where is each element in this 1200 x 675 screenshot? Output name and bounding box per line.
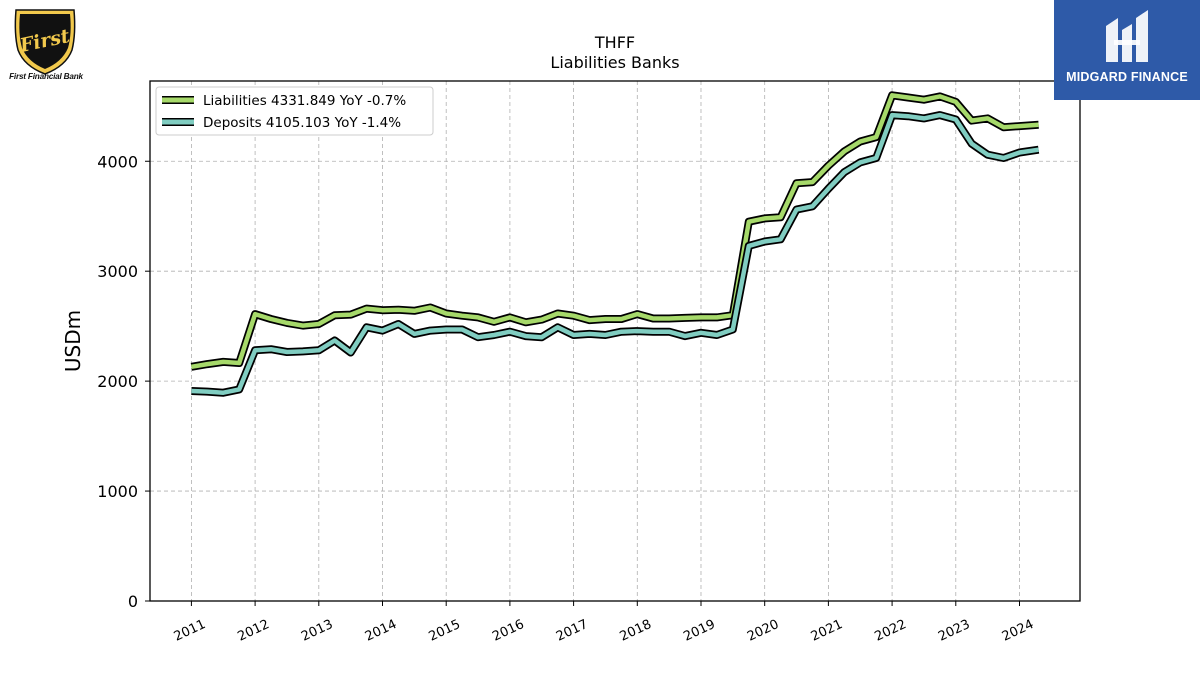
x-axis: 2011 2012 2013 2014 2015 2016 2017 2018 2019 2020… xyxy=(172,601,1036,645)
legend: Liabilities 4331.849 YoY -0.7% Deposits … xyxy=(155,86,434,136)
plot-frame xyxy=(149,80,1081,602)
legend-label-liabilities: Liabilities 4331.849 YoY -0.7% xyxy=(203,93,406,109)
chart-title: THFF xyxy=(594,33,635,52)
legend-box xyxy=(155,86,434,136)
x-tick-label: 2024 xyxy=(1000,617,1036,645)
y-axis: 0 1000 2000 3000 4000 xyxy=(97,152,150,611)
y-tick-label: 1000 xyxy=(97,482,138,501)
x-tick-label: 2012 xyxy=(235,617,271,645)
x-tick-label: 2018 xyxy=(618,617,654,645)
y-axis-label: USDm xyxy=(61,310,85,372)
x-tick-label: 2023 xyxy=(936,617,972,645)
midgard-finance-logo: MIDGARD FINANCE xyxy=(1054,0,1200,100)
grid-lines xyxy=(150,81,1080,601)
chart-subtitle: Liabilities Banks xyxy=(550,53,679,72)
x-tick-label: 2016 xyxy=(490,617,526,645)
midgard-finance-name: MIDGARD FINANCE xyxy=(1066,70,1188,84)
y-tick-label: 2000 xyxy=(97,372,138,391)
series-line-liabilities xyxy=(191,93,1039,370)
x-tick-label: 2014 xyxy=(363,617,399,645)
x-tick-label: 2022 xyxy=(872,617,908,645)
x-tick-label: 2019 xyxy=(681,617,717,645)
y-tick-label: 0 xyxy=(128,592,138,611)
midgard-monogram-icon xyxy=(1106,10,1148,62)
x-tick-label: 2013 xyxy=(299,617,335,645)
series-line-deposits xyxy=(191,112,1039,395)
y-tick-label: 3000 xyxy=(97,262,138,281)
first-financial-shield-logo: First xyxy=(14,9,76,75)
y-tick-label: 4000 xyxy=(97,152,138,171)
x-tick-label: 2017 xyxy=(554,617,590,645)
x-tick-label: 2011 xyxy=(172,617,208,645)
x-tick-label: 2020 xyxy=(745,617,781,645)
series-lines xyxy=(190,91,1040,397)
legend-label-deposits: Deposits 4105.103 YoY -1.4% xyxy=(203,115,401,131)
x-tick-label: 2021 xyxy=(809,617,845,645)
first-financial-bank-name: First Financial Bank xyxy=(9,72,83,81)
x-tick-label: 2015 xyxy=(427,617,463,645)
